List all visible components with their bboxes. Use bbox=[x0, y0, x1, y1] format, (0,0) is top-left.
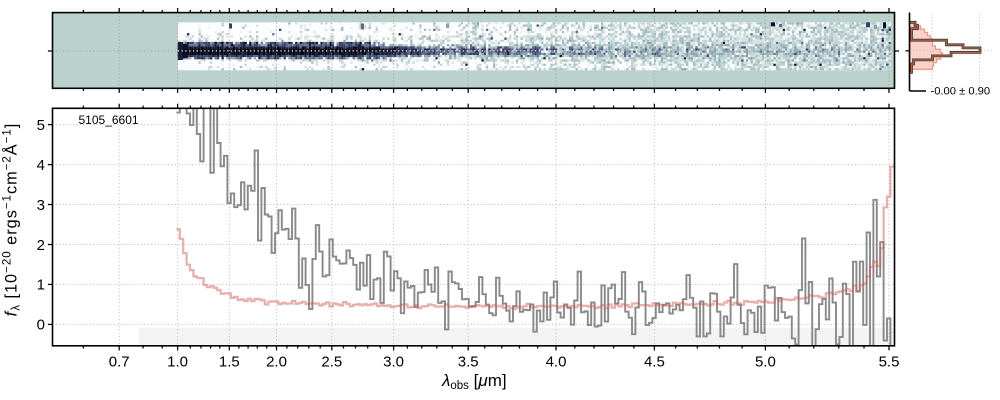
svg-text:5105_6601: 5105_6601 bbox=[79, 113, 139, 127]
svg-text:0: 0 bbox=[37, 317, 45, 334]
svg-text:4.0: 4.0 bbox=[546, 354, 567, 371]
svg-text:-0.00 ± 0.90: -0.00 ± 0.90 bbox=[931, 86, 991, 98]
svg-text:3: 3 bbox=[37, 197, 45, 214]
svg-text:4.5: 4.5 bbox=[644, 354, 665, 371]
svg-text:3.5: 3.5 bbox=[458, 354, 479, 371]
svg-text:fλ [10−20 ergs−1cm−2Å−1]: fλ [10−20 ergs−1cm−2Å−1] bbox=[2, 123, 23, 317]
svg-text:4: 4 bbox=[37, 157, 45, 174]
svg-text:1: 1 bbox=[37, 277, 45, 294]
svg-text:λobs [μm]: λobs [μm] bbox=[441, 371, 507, 392]
svg-text:5.0: 5.0 bbox=[755, 354, 776, 371]
svg-text:2.5: 2.5 bbox=[321, 354, 342, 371]
svg-text:1.0: 1.0 bbox=[167, 354, 188, 371]
svg-text:2.0: 2.0 bbox=[266, 354, 287, 371]
svg-text:5.5: 5.5 bbox=[879, 354, 900, 371]
svg-text:5: 5 bbox=[37, 117, 45, 134]
svg-text:2: 2 bbox=[37, 237, 45, 254]
svg-text:3.0: 3.0 bbox=[383, 354, 404, 371]
svg-text:1.5: 1.5 bbox=[219, 354, 240, 371]
svg-text:0.7: 0.7 bbox=[109, 354, 130, 371]
